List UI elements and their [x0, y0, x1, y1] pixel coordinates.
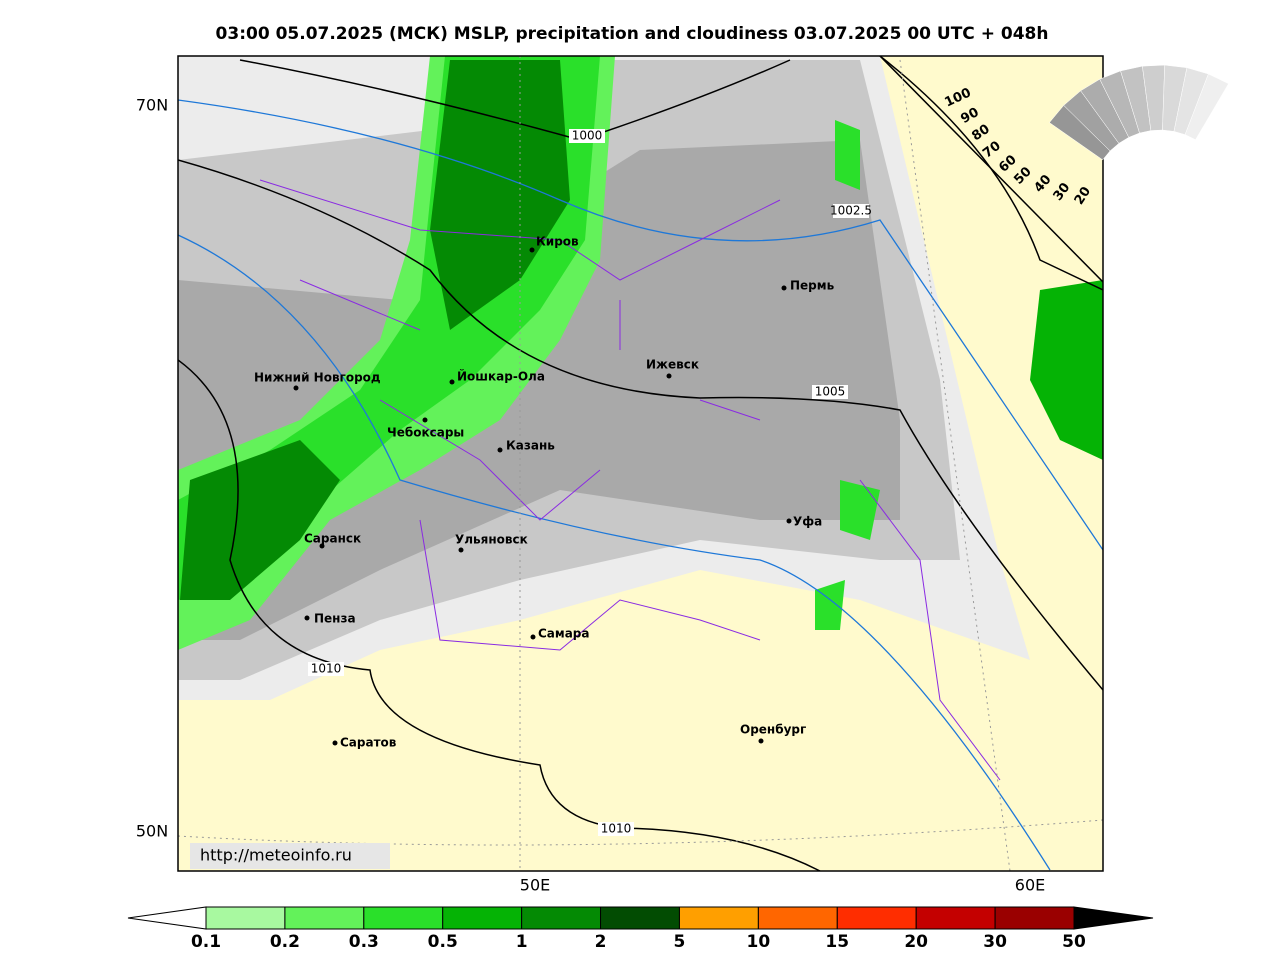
lon-label: 50E	[520, 876, 550, 895]
lat-label: 50N	[136, 822, 168, 841]
city-label: Ульяновск	[455, 533, 528, 547]
map	[178, 56, 1103, 871]
colorbar-high	[1073, 906, 1154, 930]
isobar	[178, 159, 1103, 691]
colorbar-label: 5	[674, 932, 686, 952]
city-dot	[497, 447, 503, 453]
isobar-label-bg	[833, 204, 869, 218]
city-label: Саранск	[304, 532, 361, 546]
lat-label: 70N	[136, 96, 168, 115]
isobar	[178, 359, 821, 871]
city-dot	[319, 543, 325, 549]
colorbar-label: 0.1	[191, 932, 221, 952]
city-label: Ижевск	[646, 358, 699, 372]
colorbar-label: 50	[1062, 932, 1086, 952]
colorbar-swatch	[205, 906, 286, 930]
colorbar-swatch	[521, 906, 602, 930]
isobar-label-bg	[569, 129, 605, 143]
city-label: Чебоксары	[387, 426, 464, 440]
colorbar-swatch	[757, 906, 838, 930]
city-dot	[758, 738, 764, 744]
city-dot	[304, 615, 310, 621]
isobar-label: 1002.5	[830, 204, 872, 218]
colorbar-label: 0.2	[270, 932, 300, 952]
isotherm	[178, 99, 1103, 551]
colorbar-label: 15	[825, 932, 849, 952]
isobar	[879, 56, 1103, 291]
colorbar-label: 1	[516, 932, 528, 952]
colorbar-label: 0.5	[428, 932, 458, 952]
colorbar-label: 20	[904, 932, 928, 952]
city-label: Нижний Новгород	[254, 371, 381, 385]
isobar-label: 1010	[601, 822, 632, 836]
city-label: Казань	[506, 439, 555, 453]
colorbar-swatch	[836, 906, 917, 930]
isobar-label: 1000	[572, 129, 603, 143]
colorbar-swatch	[994, 906, 1075, 930]
colorbar-label: 30	[983, 932, 1007, 952]
colorbar-swatch	[678, 906, 759, 930]
isobar-label: 1005	[815, 385, 846, 399]
isotherm	[178, 234, 1051, 871]
isobar-label: 1010	[311, 662, 342, 676]
city-dot	[293, 385, 299, 391]
city-label: Уфа	[793, 515, 822, 529]
colorbar-label: 2	[595, 932, 607, 952]
colorbar-label: 10	[747, 932, 771, 952]
isobar	[239, 59, 791, 141]
colorbar-swatch	[915, 906, 996, 930]
borders	[259, 179, 1001, 781]
city-dot	[332, 740, 338, 746]
city-label: Оренбург	[740, 723, 806, 737]
colorbar-swatch	[442, 906, 523, 930]
coast	[879, 56, 1103, 283]
url-bg	[190, 843, 390, 869]
city-dot	[781, 285, 787, 291]
city-dot	[786, 518, 792, 524]
cloud-scale-wedge	[1184, 73, 1229, 141]
city-label: Йошкар-Ола	[457, 369, 545, 384]
isobar-label-bg	[308, 662, 344, 676]
city-dot	[530, 634, 536, 640]
city-label: Самара	[538, 627, 590, 641]
isobar-label-bg	[812, 385, 848, 399]
precip-heavy	[180, 60, 570, 600]
city-dot	[666, 373, 672, 379]
url: http://meteoinfo.ru	[200, 846, 352, 865]
colorbar-low	[127, 906, 207, 930]
colorbar-swatch	[363, 906, 444, 930]
city-label: Пермь	[790, 279, 835, 293]
colorbar-swatch	[600, 906, 680, 930]
city-label: Киров	[536, 235, 579, 249]
colorbar-swatch	[284, 906, 365, 930]
title: 03:00 05.07.2025 (МСК) MSLP, precipitati…	[216, 24, 1049, 44]
city-label: Пенза	[314, 612, 356, 626]
city-dot	[422, 417, 428, 423]
city-dot	[449, 379, 455, 385]
precip-east	[1030, 280, 1103, 460]
lon-label: 60E	[1015, 876, 1045, 895]
cloud-dense	[178, 140, 900, 640]
city-dot	[458, 547, 464, 553]
city-label: Саратов	[340, 736, 397, 750]
colorbar-label: 0.3	[349, 932, 379, 952]
city-dot	[529, 247, 535, 253]
isobar-label-bg	[598, 822, 634, 836]
precip-spots	[815, 120, 880, 630]
graticule	[178, 56, 1103, 871]
map-frame	[177, 55, 1104, 872]
